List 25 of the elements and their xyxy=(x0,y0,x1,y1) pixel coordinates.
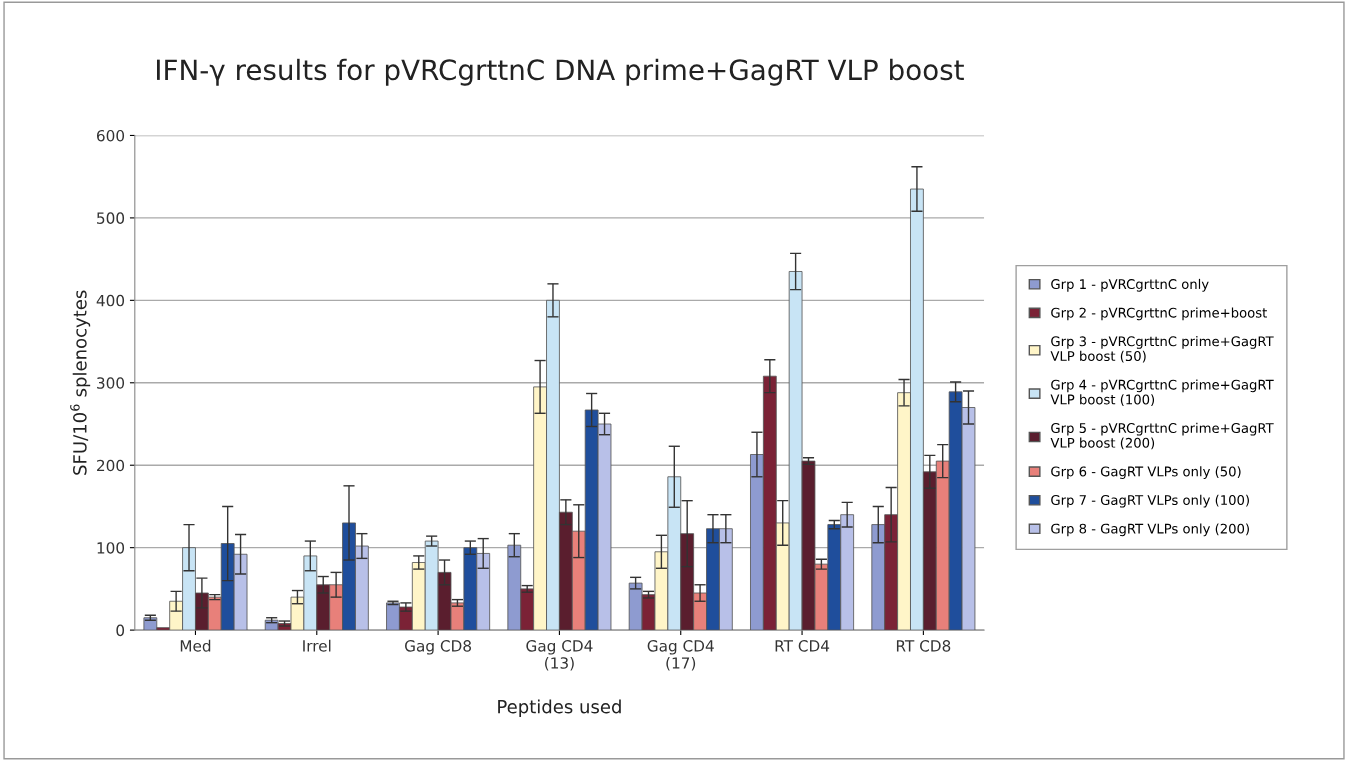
x-axis-title: Peptides used xyxy=(498,699,621,717)
x-tick-label: RT CD8 xyxy=(896,640,951,652)
legend-label: Grp 5 - pVRCgrttnC prime+GagRT VLP boost (200) xyxy=(1050,422,1274,450)
legend-label: Grp 6 - GagRT VLPs only (50) xyxy=(1051,466,1241,479)
chart-title: IFN-γ results for pVRCgrttnC DNA prime+GagRT VLP boost xyxy=(157,58,964,86)
x-tick-label: RT CD4 xyxy=(775,640,830,652)
x-tick-label: Gag CD4 (13) xyxy=(526,640,593,671)
legend-label: Grp 2 - pVRCgrttnC prime+boost xyxy=(1051,307,1267,321)
legend-label: Grp 4 - pVRCgrttnC prime+GagRT VLP boost (100) xyxy=(1050,379,1274,406)
y-tick-label: 500 xyxy=(97,212,125,224)
x-tick-label: Med xyxy=(180,639,211,652)
y-tick-label: 200 xyxy=(97,459,125,472)
y-axis-title: SFU/10$^{6}$ splenocytes xyxy=(70,290,91,475)
y-tick-label: 300 xyxy=(97,377,125,389)
y-tick-label: 400 xyxy=(96,294,125,307)
legend-label: Grp 1 - pVRCgrttnC only xyxy=(1051,278,1209,292)
legend-label: Grp 3 - pVRCgrttnC prime+GagRT VLP boost (50) xyxy=(1050,336,1274,363)
y-tick-label: 600 xyxy=(96,129,125,142)
y-tick-label: 0 xyxy=(116,624,125,637)
legend-label: Grp 8 - GagRT VLPs only (200) xyxy=(1051,523,1249,537)
x-tick-label: Gag CD4 (17) xyxy=(647,640,714,671)
x-tick-label: Irrel xyxy=(303,639,331,652)
x-tick-label: Gag CD8 xyxy=(405,640,472,655)
y-tick-label: 100 xyxy=(97,542,125,554)
legend-label: Grp 7 - GagRT VLPs only (100) xyxy=(1051,494,1249,508)
